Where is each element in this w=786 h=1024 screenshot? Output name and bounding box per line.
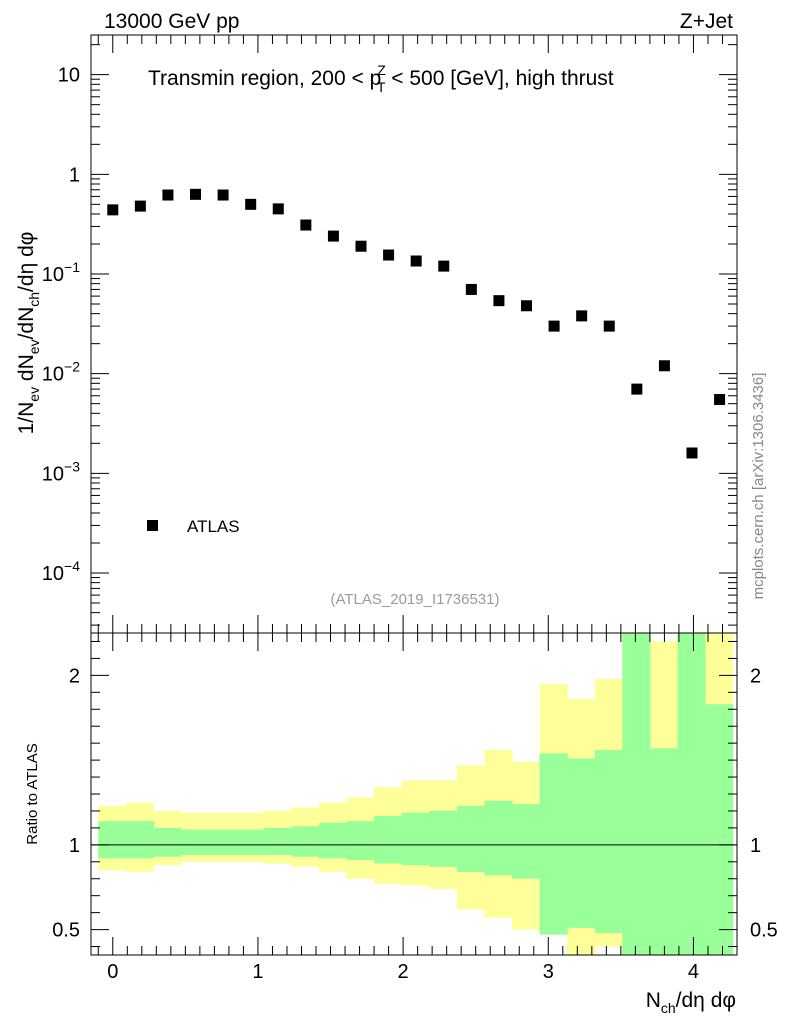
y-axis-label-bottom: Ratio to ATLAS — [24, 743, 41, 844]
upper-ticks — [91, 35, 738, 633]
y-axis-label-top: 1/Nev dNev/dNch/dη dφ — [15, 232, 42, 435]
process-label: Z+Jet — [680, 10, 733, 33]
uncertainty-band-bin — [456, 805, 486, 872]
data-point — [355, 240, 367, 252]
data-point — [521, 300, 533, 312]
analysis-watermark: (ATLAS_2019_I1736531) — [330, 591, 499, 608]
x-tick-label: 1 — [252, 961, 263, 983]
y-tick-label-right: 1 — [750, 835, 761, 857]
data-point — [493, 295, 505, 307]
uncertainty-band-bin — [677, 633, 706, 955]
lower-tick-labels: 0 1 2 3 4 0.5 0.5 1 1 2 2 — [52, 665, 778, 983]
uncertainty-band-bin — [181, 829, 210, 856]
uncertainty-band-bin — [539, 753, 568, 935]
uncertainty-band-bin — [291, 826, 320, 857]
y-tick-label: 1 — [69, 835, 80, 857]
data-point — [245, 198, 257, 210]
data-points — [107, 188, 726, 459]
data-point — [272, 203, 284, 215]
lower-frame — [90, 632, 738, 956]
uncertainty-band-bin — [374, 816, 403, 864]
y-tick-label: 10 — [58, 65, 80, 87]
data-point — [162, 189, 174, 201]
uncertainty-band-bin — [567, 758, 596, 928]
data-point — [576, 310, 588, 322]
y-tick-label: 10−2 — [42, 359, 80, 386]
y-tick-label: 10−1 — [42, 259, 80, 286]
y-tick-label-right: 0.5 — [750, 920, 778, 942]
x-tick-label: 3 — [543, 961, 554, 983]
x-tick-label: 0 — [107, 961, 118, 983]
data-point — [465, 283, 477, 295]
data-point — [107, 204, 119, 216]
uncertainty-band-bin — [705, 704, 734, 955]
y-tick-label: 10−4 — [42, 558, 80, 585]
y-tick-label: 1 — [69, 164, 80, 186]
data-point — [658, 360, 670, 372]
uncertainty-band-bin — [346, 821, 375, 861]
data-point — [217, 189, 229, 201]
data-point — [714, 394, 726, 406]
uncertainty-band-bin — [208, 829, 237, 856]
legend-marker-atlas — [147, 520, 158, 531]
data-point — [686, 447, 698, 459]
lower-ticks — [91, 633, 738, 955]
y-tick-label-right: 2 — [750, 665, 761, 687]
uncertainty-band-bin — [511, 804, 541, 879]
upper-frame — [90, 34, 738, 634]
side-watermark: mcplots.cern.ch [arXiv:1306.3436] — [750, 373, 767, 600]
data-point — [134, 200, 146, 212]
upper-panel: 10 1 10−1 10−2 10−3 10−4 Transmin region, 200… — [15, 34, 738, 634]
data-point — [190, 188, 202, 200]
uncertainty-band-bin — [649, 748, 679, 955]
x-axis-label: Nch/dη dφ — [646, 989, 736, 1016]
uncertainty-band-bin — [318, 822, 348, 859]
uncertainty-band-bin — [263, 827, 292, 856]
y-tick-label: 2 — [69, 665, 80, 687]
plot-title: Transmin region, 200 < pZ T < 500 [GeV], … — [148, 62, 614, 95]
uncertainty-band-bin — [401, 812, 430, 866]
uncertainty-bands — [98, 633, 734, 955]
data-point — [300, 219, 312, 231]
data-point — [631, 383, 643, 395]
uncertainty-band-bin — [125, 821, 155, 859]
upper-tick-labels: 10 1 10−1 10−2 10−3 10−4 — [42, 65, 80, 585]
data-point — [410, 255, 422, 267]
data-point — [383, 249, 395, 261]
uncertainty-band-bin — [622, 633, 651, 955]
lower-panel: 0 1 2 3 4 0.5 0.5 1 1 2 2 Ratio to ATLAS Nch/dη dφ — [24, 632, 778, 1016]
uncertainty-band-bin — [236, 829, 265, 856]
uncertainty-band-bin — [594, 749, 623, 933]
data-point — [438, 260, 450, 272]
uncertainty-band-bin — [429, 810, 458, 867]
uncertainty-band-bin — [153, 827, 182, 857]
data-point — [327, 230, 339, 242]
energy-label: 13000 GeV pp — [104, 10, 239, 33]
uncertainty-band-bin — [98, 821, 127, 859]
legend-label-atlas: ATLAS — [187, 517, 240, 536]
x-tick-label: 2 — [398, 961, 409, 983]
uncertainty-band-bin — [484, 800, 513, 876]
x-tick-label: 4 — [688, 961, 699, 983]
y-tick-label: 0.5 — [52, 920, 80, 942]
y-tick-label: 10−3 — [42, 458, 80, 485]
data-point — [548, 320, 560, 332]
data-point — [603, 320, 615, 332]
